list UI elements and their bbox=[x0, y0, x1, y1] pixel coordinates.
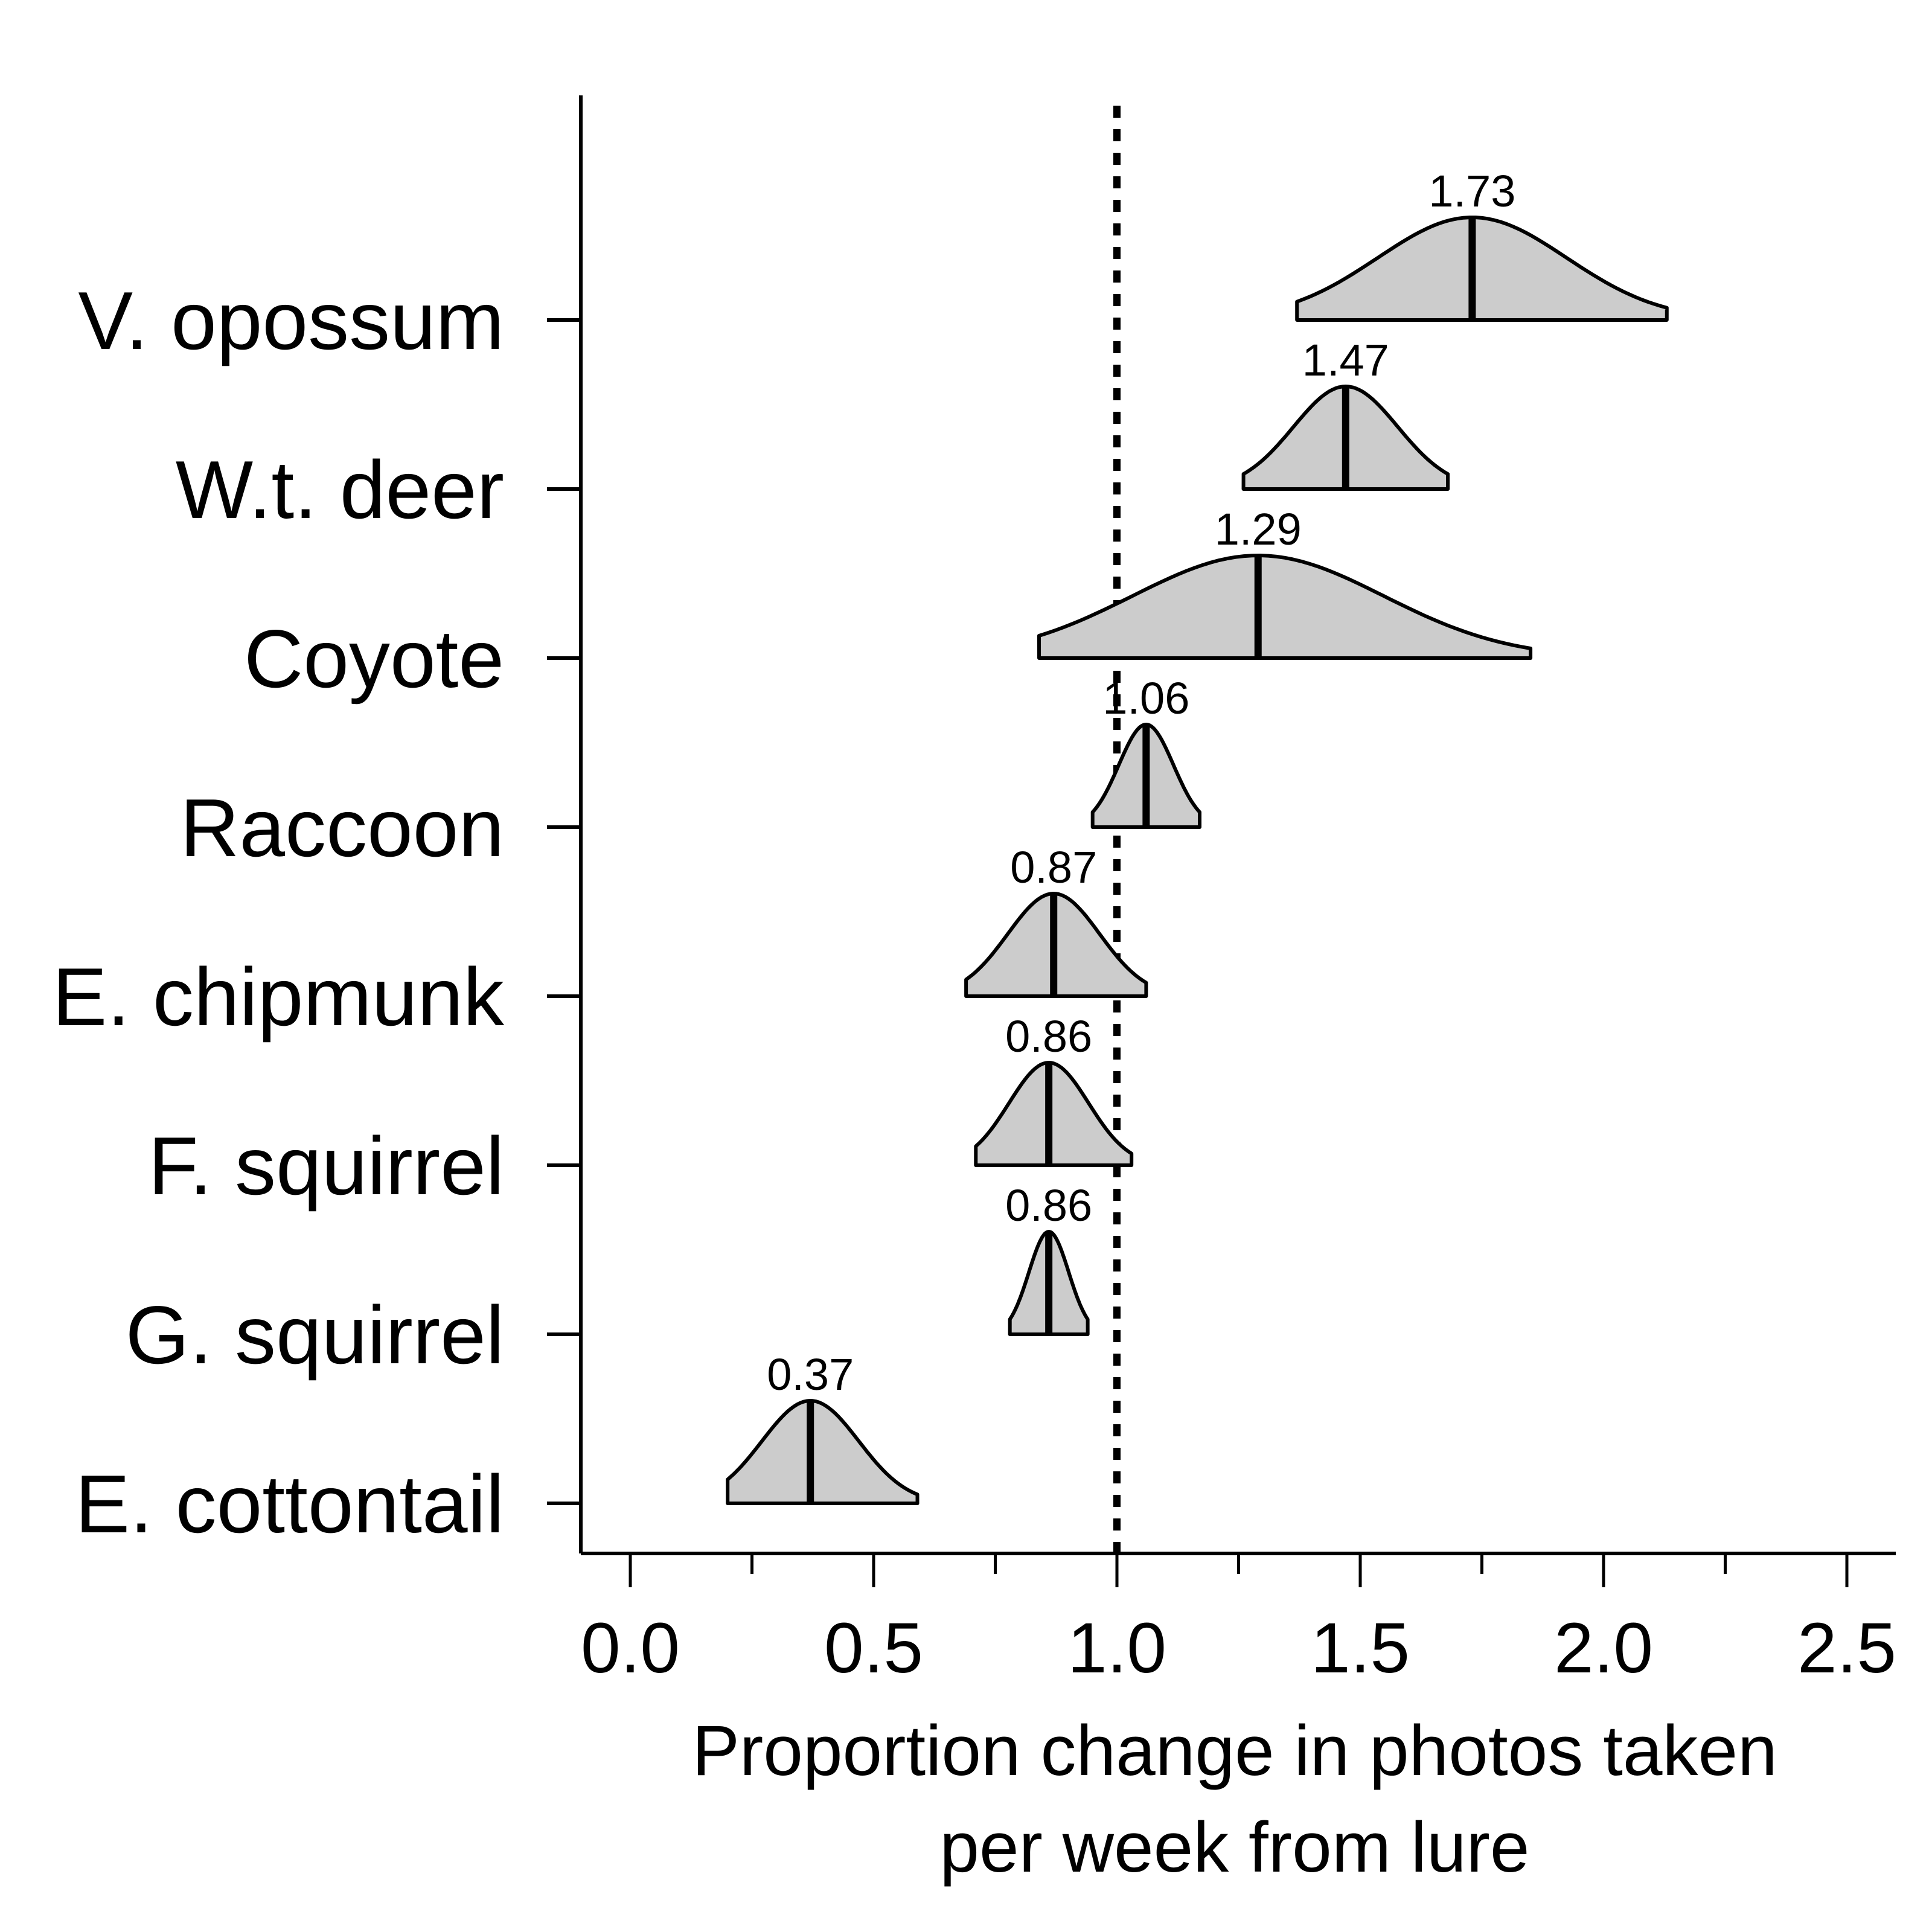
species-label: Raccoon bbox=[180, 782, 504, 874]
mean-value-label: 1.47 bbox=[1302, 335, 1389, 385]
x-tick-label: 1.0 bbox=[1067, 1608, 1166, 1688]
y-axis-labels: V. opossum W.t. deer Coyote Raccoon E. chipm… bbox=[53, 275, 505, 1550]
species-label: Coyote bbox=[244, 613, 504, 705]
mean-value-label: 1.06 bbox=[1102, 673, 1189, 723]
density-shape bbox=[1037, 554, 1533, 660]
species-label: E. cottontail bbox=[75, 1458, 504, 1550]
species-label: W.t. deer bbox=[176, 444, 504, 536]
x-tick-label: 2.0 bbox=[1554, 1608, 1653, 1688]
x-tick-label: 0.5 bbox=[824, 1608, 923, 1688]
x-axis-title-line-1: Proportion change in photos taken bbox=[692, 1711, 1777, 1791]
x-tick-label: 2.5 bbox=[1797, 1608, 1896, 1688]
x-tick-label: 1.5 bbox=[1311, 1608, 1410, 1688]
density-shape bbox=[1295, 216, 1669, 322]
species-label: V. opossum bbox=[78, 275, 504, 366]
species-label: E. chipmunk bbox=[53, 951, 505, 1043]
x-axis-title-line-2: per week from lure bbox=[939, 1808, 1529, 1887]
mean-value-label: 1.29 bbox=[1215, 504, 1302, 554]
x-axis-labels: 0.0 0.5 1.0 1.5 2.0 2.5 bbox=[581, 1608, 1896, 1688]
species-label: G. squirrel bbox=[126, 1289, 504, 1381]
mean-value-label: 0.86 bbox=[1005, 1180, 1092, 1230]
mean-value-label: 0.86 bbox=[1005, 1011, 1092, 1061]
mean-value-label: 0.87 bbox=[1010, 842, 1097, 892]
density-shape bbox=[974, 1061, 1134, 1167]
mean-value-label: 1.73 bbox=[1428, 166, 1515, 216]
axes bbox=[547, 95, 1896, 1587]
density-group: 1.73 1.47 1.29 1.06 0.87 0.86 0.86 0.37 bbox=[726, 166, 1669, 1505]
x-tick-label: 0.0 bbox=[581, 1608, 680, 1688]
density-shape bbox=[726, 1399, 920, 1505]
species-label: F. squirrel bbox=[149, 1120, 505, 1212]
mean-value-label: 0.37 bbox=[767, 1349, 854, 1399]
